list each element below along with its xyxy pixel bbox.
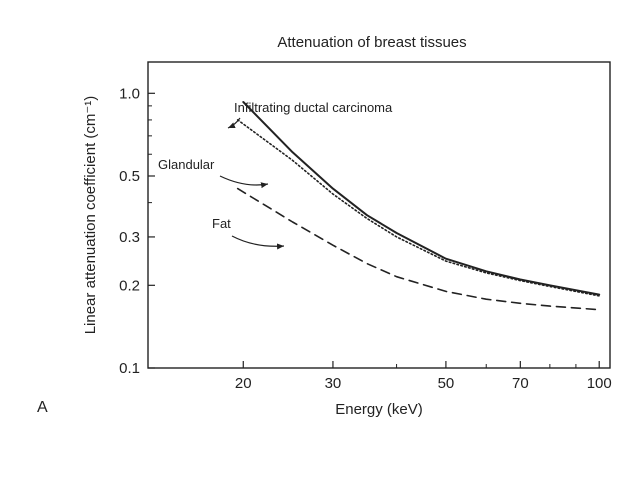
- label-pointer-arrow: [231, 235, 285, 250]
- chart-title: Attenuation of breast tissues: [277, 34, 466, 51]
- y-tick-label: 0.2: [119, 277, 140, 294]
- series-label-infiltrating-ductal-carcinoma: Infiltrating ductal carcinoma: [234, 100, 393, 115]
- annotations: Infiltrating ductal carcinoma Glandular Fa…: [158, 100, 393, 250]
- series-line-infiltrating-ductal-carcinoma: [242, 101, 601, 296]
- y-axis-title: Linear attenuation coefficient (cm⁻¹): [82, 96, 99, 335]
- x-tick-label: 70: [512, 375, 529, 392]
- label-pointer-arrow: [219, 175, 269, 189]
- x-axis: 20 30 50 70 100: [235, 361, 612, 392]
- y-axis: 0.1 0.2 0.3 0.5 1.0: [119, 85, 155, 377]
- y-tick-label: 0.1: [119, 360, 140, 377]
- x-tick-label: 100: [587, 375, 612, 392]
- y-tick-label: 0.5: [119, 168, 140, 185]
- x-tick-label: 20: [235, 375, 252, 392]
- series-line-fat: [236, 187, 601, 311]
- label-pointer-arrow: [227, 117, 241, 129]
- panel-letter: A: [37, 399, 48, 416]
- plot-frame: [147, 61, 611, 369]
- series-line-glandular: [236, 119, 601, 297]
- x-tick-label: 50: [438, 375, 455, 392]
- y-tick-label: 0.3: [119, 229, 140, 246]
- x-axis-title: Energy (keV): [335, 401, 423, 418]
- series-label-glandular: Glandular: [158, 157, 215, 172]
- series-layer: [236, 101, 601, 311]
- y-tick-label: 1.0: [119, 85, 140, 102]
- x-tick-label: 30: [325, 375, 342, 392]
- series-label-fat: Fat: [212, 216, 231, 231]
